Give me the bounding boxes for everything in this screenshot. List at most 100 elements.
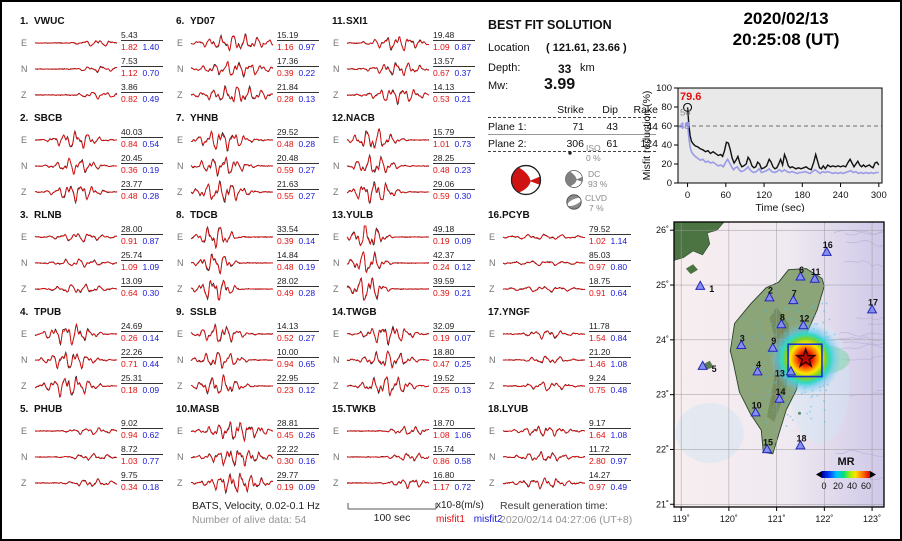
synthetic-trace: [34, 185, 117, 204]
x-axis-title: Time (sec): [755, 202, 804, 212]
misfit-values: 0.24 0.12: [433, 262, 481, 272]
station-number-label: 6: [799, 265, 804, 275]
observed-trace: [346, 350, 430, 369]
misfit-reduction-plot: 0 20 40 60 80 100 0 60 120 180 240 300 79.6 50 48 Misfi…: [641, 83, 887, 212]
component-label: N: [21, 161, 28, 171]
amplitude-unit-label: x10-8(m/s): [436, 500, 484, 511]
component-row: E 28.00 0.91 0.87: [20, 224, 170, 250]
waveform-plot: [502, 233, 586, 240]
trace-values: 85.03 0.97 0.80: [589, 250, 637, 272]
component-label: N: [21, 452, 28, 462]
misfit1-value: 1.46: [589, 359, 606, 369]
misfit-values: 1.02 1.14: [589, 236, 637, 246]
synthetic-trace: [190, 156, 274, 176]
synthetic-trace: [34, 322, 118, 346]
observed-trace: [35, 375, 118, 398]
station-triangle-icon: [752, 365, 763, 376]
station-number: 10.: [176, 404, 190, 415]
component-label: E: [177, 329, 184, 339]
station-title: 17.YNGF: [488, 307, 530, 318]
misfit-values: 2.80 0.97: [589, 456, 637, 466]
misfit-values: 0.28 0.13: [277, 94, 325, 104]
misfit1-value: 0.84: [121, 139, 138, 149]
misfit1-value: 0.97: [589, 482, 606, 492]
component-label: Z: [21, 187, 27, 197]
station-title: 10.MASB: [176, 404, 219, 415]
waveform-plot: [502, 477, 586, 490]
best-fit-title: BEST FIT SOLUTION: [488, 18, 612, 32]
misfit1-value: 1.03: [121, 456, 138, 466]
component-label: Z: [177, 478, 183, 488]
synthetic-trace: [190, 324, 274, 343]
misfit1-value: 0.97: [589, 262, 606, 272]
station-panel: 7. YHNB E 29.52 0.48 0.28 N 20.48 0.59 0.27 Z 21.63…: [176, 113, 326, 207]
waveform-plot: [190, 84, 274, 103]
waveform-plot: [502, 355, 586, 364]
misfit1-value: 0.18: [121, 385, 138, 395]
waveform-plot: [34, 452, 118, 461]
component-label: E: [489, 426, 496, 436]
colorbar-title: MR: [837, 456, 854, 468]
station-triangle-icon: [785, 365, 797, 376]
component-row: N 18.80 0.47 0.25: [332, 347, 482, 373]
trace-values: 20.48 0.59 0.27: [277, 153, 325, 175]
scalebar-label: 100 sec: [373, 512, 411, 524]
best-solution-marker: [683, 102, 693, 112]
amplitude-value: 85.03: [589, 250, 631, 261]
waveform-plot: [346, 325, 430, 346]
trace-values: 8.72 1.03 0.77: [121, 444, 169, 466]
misfit2-value: 0.49: [142, 94, 160, 104]
misfit2-value: 1.40: [142, 42, 160, 52]
misfit-values: 0.19 0.09: [433, 236, 481, 246]
component-label: N: [21, 258, 28, 268]
synthetic-trace: [346, 277, 430, 301]
component-row: N 22.22 0.30 0.16: [176, 444, 326, 470]
misfit2-value: 0.28: [298, 139, 316, 149]
station-name: TWKB: [346, 404, 376, 415]
waveform-plot: [346, 479, 430, 489]
colorbar-tick-label: 40: [847, 481, 857, 491]
y-tick-label: 0: [667, 178, 672, 189]
lat-tick-label: 22˚: [656, 444, 669, 454]
station-triangle-icon: [776, 318, 787, 329]
trace-values: 19.52 0.25 0.13: [433, 373, 481, 395]
amplitude-value: 9.02: [121, 418, 163, 429]
time-scalebar: [347, 503, 437, 510]
misfit1-value: 0.48: [277, 262, 294, 272]
amplitude-value: 10.00: [277, 347, 319, 358]
station-panel: 18.LYUB E 9.17 1.64 1.08 N 11.72 2.80 0.97 Z 14.27…: [488, 404, 638, 498]
misfit-values: 0.53 0.21: [433, 94, 481, 104]
station-number-label: 17: [868, 298, 878, 308]
component-label: Z: [333, 381, 339, 391]
x-tick-label: 60: [721, 190, 732, 201]
station-number-label: 4: [756, 360, 761, 370]
misfit1-value: 0.47: [433, 359, 450, 369]
synthetic-trace: [503, 330, 586, 340]
synthetic-trace: [346, 350, 429, 370]
component-label: Z: [489, 284, 495, 294]
waveform-plot: [34, 375, 118, 398]
misfit1-value: 1.64: [589, 430, 606, 440]
misfit2-value: 0.73: [454, 139, 472, 149]
misfit-values: 0.59 0.30: [433, 191, 481, 201]
station-panel: 5. PHUB E 9.02 0.94 0.62 N 8.72 1.03 0.77 Z 9.75 0.3…: [20, 404, 170, 498]
synthetic-trace: [347, 479, 430, 489]
component-label: E: [21, 426, 28, 436]
observed-trace: [502, 330, 586, 340]
station-title: 18.LYUB: [488, 404, 528, 415]
misfit-values: 1.16 0.97: [277, 42, 325, 52]
station-title: 3. RLNB: [20, 210, 62, 221]
synthetic-trace: [34, 66, 118, 73]
waveform-plot: [346, 225, 430, 247]
station-name: VWUC: [34, 16, 65, 27]
component-row: E 32.09 0.19 0.07: [332, 321, 482, 347]
observed-trace: [190, 225, 273, 249]
component-row: E 29.52 0.48 0.28: [176, 127, 326, 153]
station-number-label: 16: [823, 240, 833, 250]
trace-values: 25.31 0.18 0.09: [121, 373, 169, 395]
component-row: Z 13.09 0.64 0.30: [20, 276, 170, 302]
station-triangle-icon: [736, 339, 747, 350]
iso-label: ISO 0 %: [586, 143, 601, 163]
mw-row: Mw: 3.99: [488, 76, 575, 93]
